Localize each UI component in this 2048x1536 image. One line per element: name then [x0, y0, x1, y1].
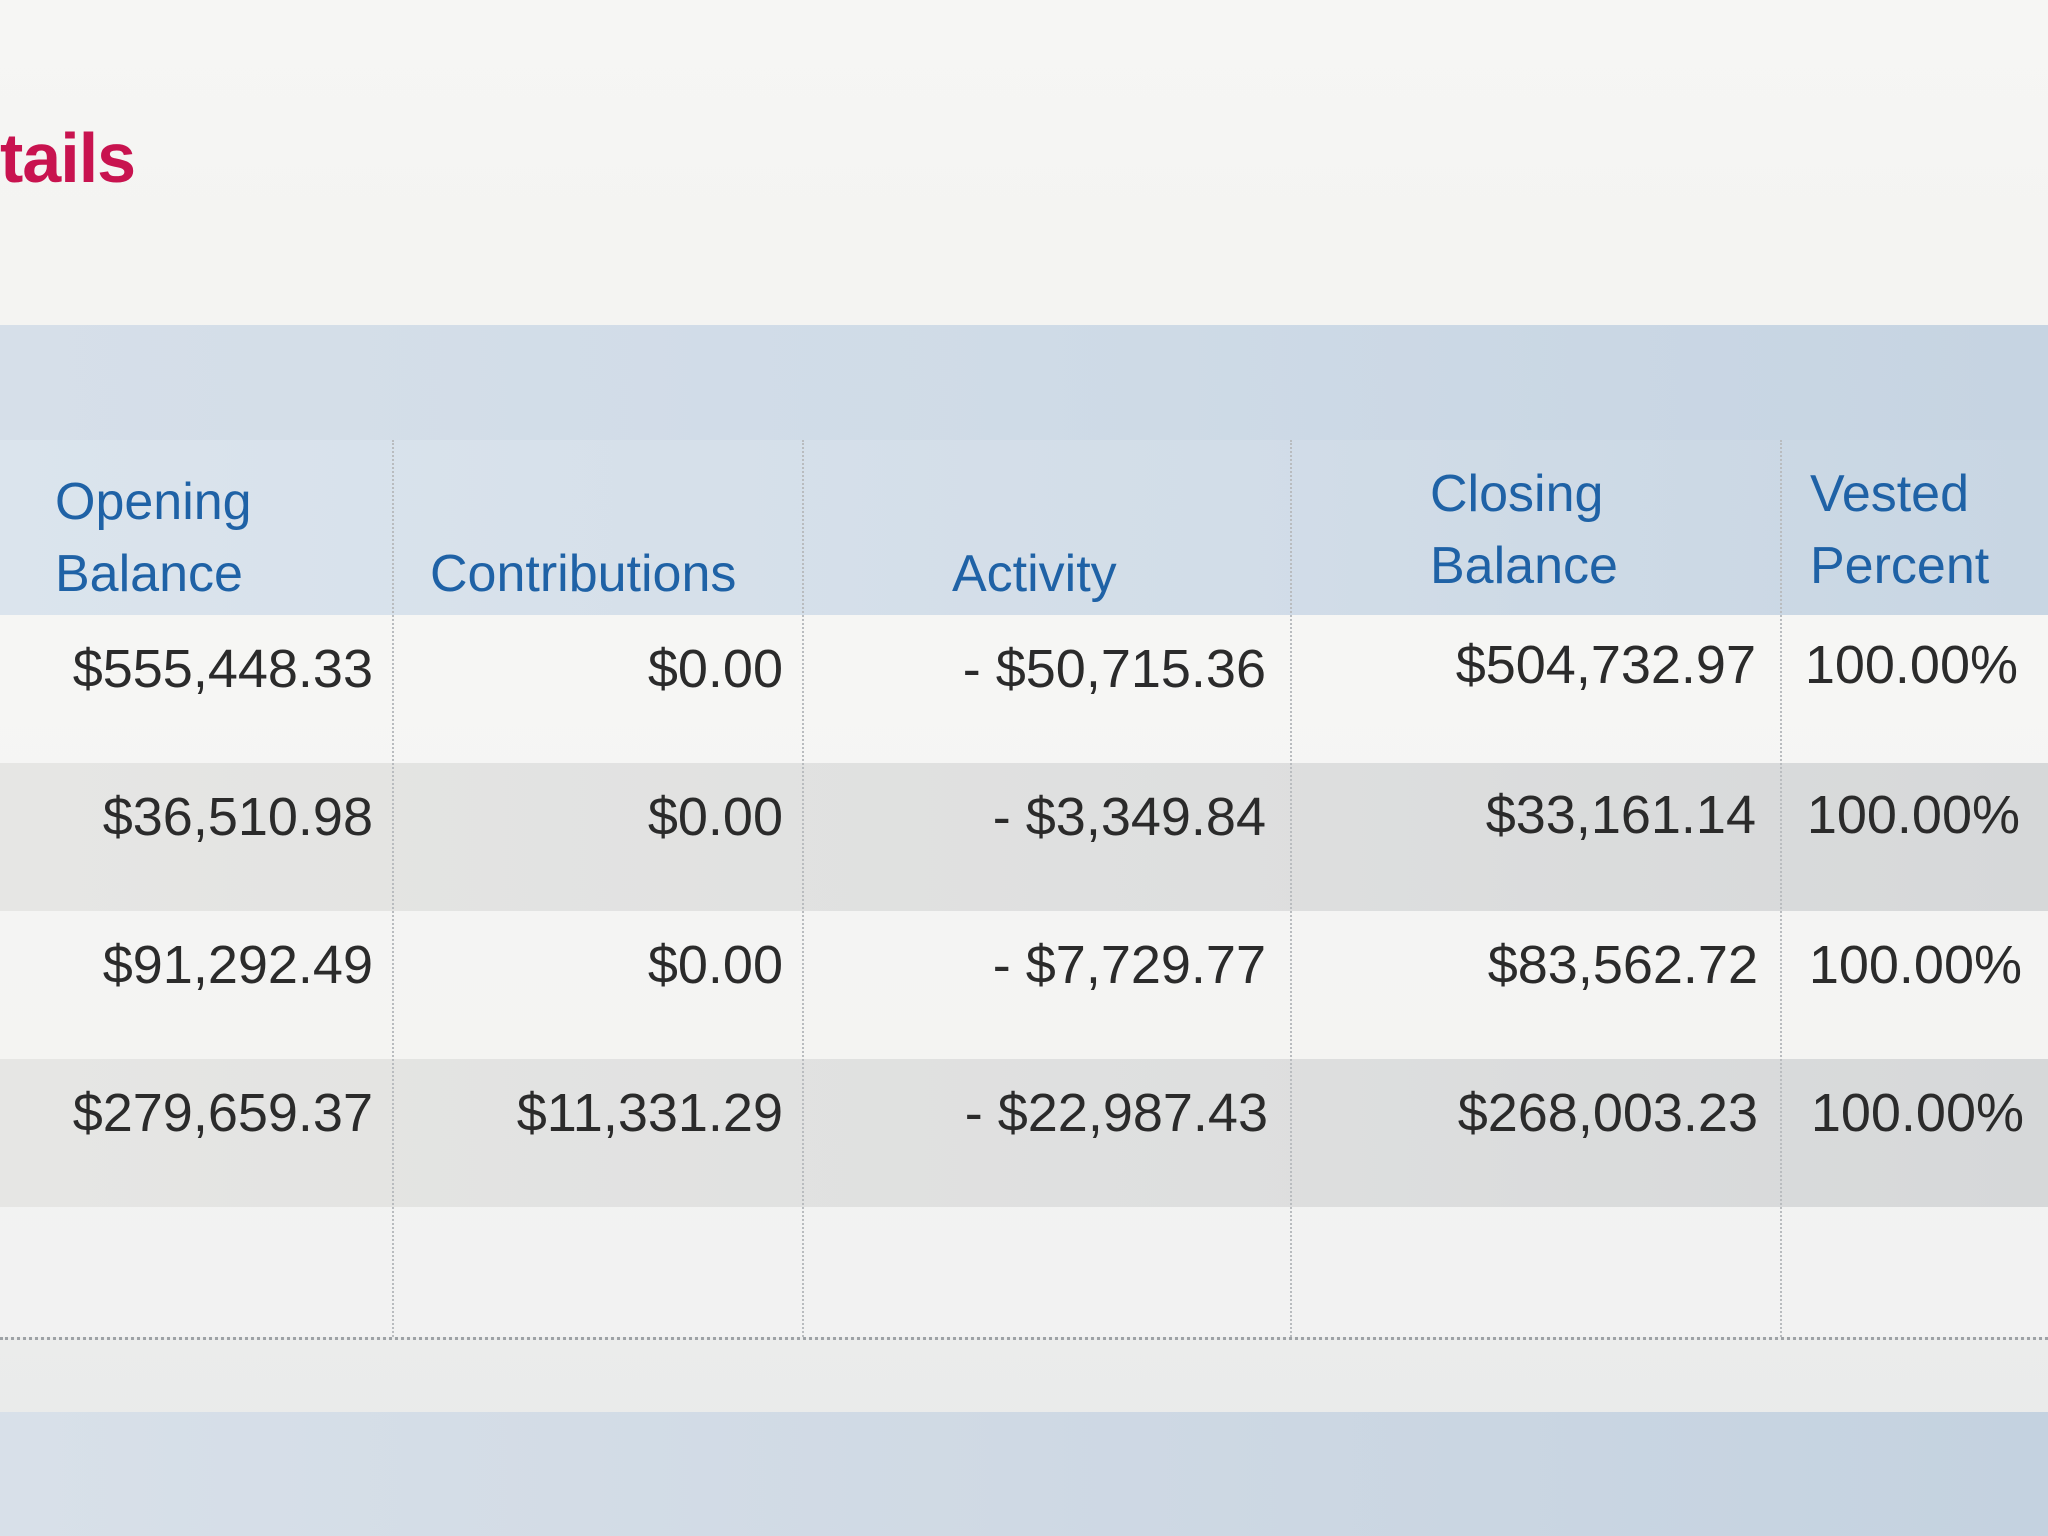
table-row	[0, 911, 2048, 1059]
header-opening-line1: Opening	[55, 473, 252, 531]
cell-vested-percent: 100.00%	[1808, 935, 2022, 995]
header-closing-balance: Closing Balance	[1430, 458, 1618, 602]
table-header-row	[0, 440, 2048, 615]
cell-closing-balance: $33,161.14	[1485, 785, 1756, 845]
column-divider	[802, 440, 804, 1337]
cell-closing-balance: $268,003.23	[1457, 1083, 1758, 1143]
header-vested-line2: Percent	[1810, 537, 1990, 595]
table-row	[0, 1059, 2048, 1207]
cell-opening-balance: $555,448.33	[72, 639, 373, 699]
cell-activity: - $7,729.77	[992, 935, 1266, 995]
header-contributions: Contributions	[430, 545, 737, 603]
cell-opening-balance: $279,659.37	[72, 1083, 373, 1143]
cell-closing-balance: $83,562.72	[1487, 935, 1758, 995]
table-row	[0, 763, 2048, 911]
header-opening-line2: Balance	[55, 545, 243, 603]
header-vested-line1: Vested	[1810, 465, 1970, 523]
table-row-empty	[0, 1207, 2048, 1337]
section-title: tails	[0, 119, 136, 197]
table-row	[0, 615, 2048, 763]
cell-vested-percent: 100.00%	[1804, 635, 2018, 695]
cell-vested-percent: 100.00%	[1806, 785, 2020, 845]
table-bottom-band	[0, 1412, 2048, 1536]
cell-contributions: $0.00	[647, 787, 783, 847]
column-divider	[1290, 440, 1292, 1337]
cell-contributions: $0.00	[647, 935, 783, 995]
cell-opening-balance: $91,292.49	[102, 935, 373, 995]
cell-closing-balance: $504,732.97	[1455, 635, 1756, 695]
cell-contributions: $0.00	[647, 639, 783, 699]
table-bottom-rule	[0, 1337, 2048, 1340]
column-divider	[1780, 440, 1782, 1337]
column-divider	[392, 440, 394, 1337]
cell-activity: - $50,715.36	[962, 639, 1266, 699]
table-top-band	[0, 325, 2048, 440]
cell-vested-percent: 100.00%	[1810, 1083, 2024, 1143]
header-activity: Activity	[952, 545, 1117, 603]
cell-activity: - $22,987.43	[964, 1083, 1268, 1143]
header-closing-line2: Balance	[1430, 537, 1618, 595]
header-vested-percent: Vested Percent	[1810, 458, 1989, 602]
cell-opening-balance: $36,510.98	[102, 787, 373, 847]
header-opening-balance: Opening Balance	[55, 466, 252, 610]
cell-contributions: $11,331.29	[516, 1083, 783, 1143]
header-closing-line1: Closing	[1430, 465, 1604, 523]
cell-activity: - $3,349.84	[992, 787, 1266, 847]
